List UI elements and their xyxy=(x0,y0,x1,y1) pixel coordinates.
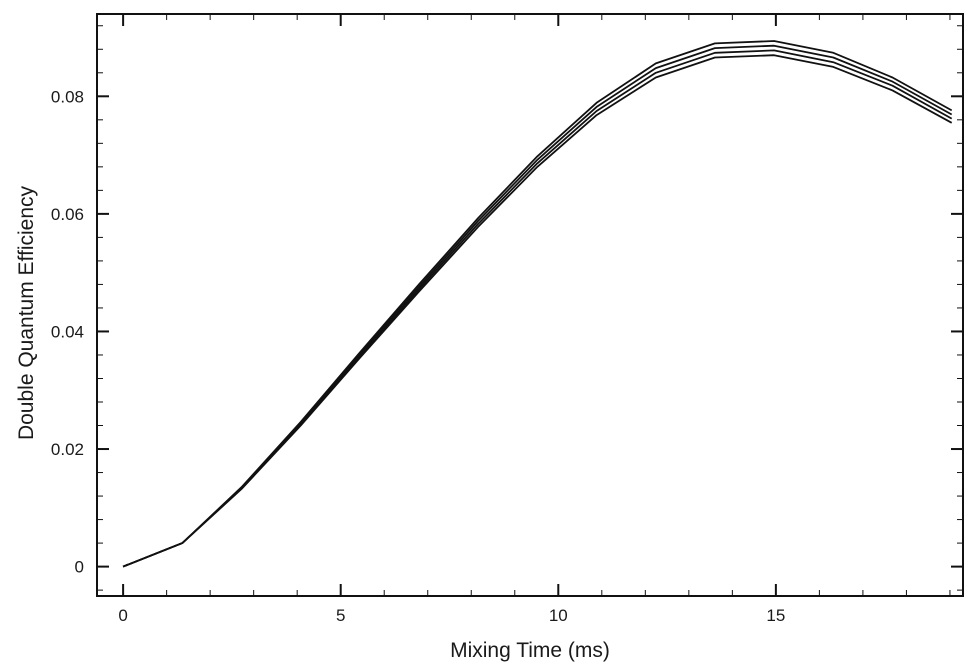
x-tick-label: 5 xyxy=(336,606,345,625)
y-tick-label: 0.02 xyxy=(51,440,84,459)
x-tick-label: 15 xyxy=(766,606,785,625)
y-axis-title: Double Quantum Efficiency xyxy=(15,185,38,440)
y-tick-label: 0.04 xyxy=(51,322,84,341)
x-tick-labels: 0 5 10 15 xyxy=(118,606,785,625)
y-tick-label: 0.08 xyxy=(51,87,84,106)
y-tick-label: 0 xyxy=(75,558,84,577)
x-axis-title: Mixing Time (ms) xyxy=(450,639,610,662)
y-tick-label: 0.06 xyxy=(51,205,84,224)
series-line-4 xyxy=(122,40,953,568)
x-tick-label: 0 xyxy=(118,606,127,625)
major-ticks xyxy=(97,14,963,596)
x-tick-label: 10 xyxy=(549,606,568,625)
y-tick-labels: 0 0.02 0.04 0.06 0.08 xyxy=(51,87,84,576)
series-lines xyxy=(122,40,953,568)
plot-frame xyxy=(96,13,964,597)
